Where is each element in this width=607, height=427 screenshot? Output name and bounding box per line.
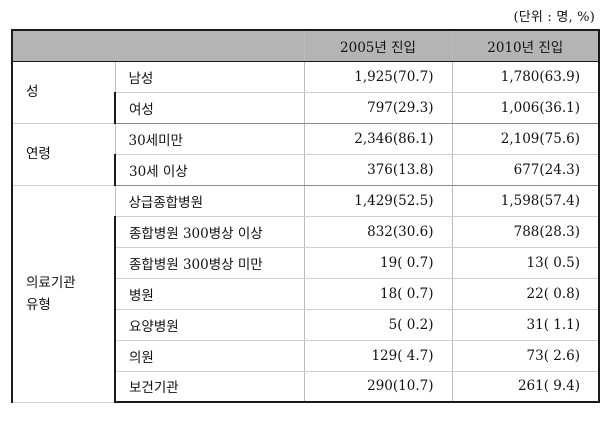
value-2010: 788(28.3) [451, 215, 600, 248]
table-row: 연령 30세미만 2,346(86.1) 2,109(75.6) [11, 122, 600, 186]
value-2010: 261( 9.4) [451, 370, 600, 403]
row-label: 종합병원 300병상 미만 [114, 246, 305, 279]
table-row: 30세 이상 376(13.8) 677(24.3) [12, 153, 600, 186]
group-label-age: 연령 [11, 122, 116, 186]
value-2005: 1,429(52.5) [303, 184, 453, 217]
row-label: 상급종합병원 [114, 184, 305, 217]
value-2005: 19( 0.7) [303, 246, 453, 279]
group-label-line: 유형 [26, 296, 51, 313]
group-label-gender: 성 [11, 60, 116, 124]
group-label-institution: 의료기관 유형 [11, 184, 116, 403]
row-label: 보건기관 [114, 370, 305, 403]
header-2010: 2010년 진입 [451, 29, 600, 62]
table-row: 종합병원 300병상 미만 19( 0.7) 13( 0.5) [12, 246, 600, 279]
table-row: 의원 129( 4.7) 73( 2.6) [12, 339, 600, 372]
value-2010: 31( 1.1) [451, 308, 600, 341]
value-2010: 1,780(63.9) [451, 60, 600, 93]
row-label: 30세미만 [114, 122, 305, 155]
value-2010: 1,006(36.1) [451, 91, 600, 124]
value-2005: 129( 4.7) [303, 339, 453, 372]
row-label: 병원 [114, 277, 305, 310]
row-label: 여성 [114, 91, 305, 124]
table-row: 종합병원 300병상 이상 832(30.6) 788(28.3) [12, 215, 600, 248]
value-2005: 797(29.3) [303, 91, 453, 124]
row-label: 30세 이상 [114, 153, 305, 186]
value-2005: 2,346(86.1) [303, 122, 453, 155]
value-2010: 1,598(57.4) [451, 184, 600, 217]
header-2005: 2005년 진입 [303, 29, 453, 62]
header-blank-cell [11, 29, 115, 62]
unit-note: (단위 : 명, %) [513, 10, 595, 25]
table-row: 보건기관 290(10.7) 261( 9.4) [12, 370, 600, 403]
table-row: 병원 18( 0.7) 22( 0.8) [12, 277, 600, 310]
table-row: 요양병원 5( 0.2) 31( 1.1) [12, 308, 600, 341]
row-label: 요양병원 [114, 308, 305, 341]
value-2005: 290(10.7) [303, 370, 453, 403]
value-2010: 677(24.3) [451, 153, 600, 186]
value-2005: 832(30.6) [303, 215, 453, 248]
table-row: 여성 797(29.3) 1,006(36.1) [12, 91, 600, 124]
table-header-row: 2005년 진입 2010년 진입 [11, 29, 600, 62]
value-2005: 18( 0.7) [303, 277, 453, 310]
value-2005: 1,925(70.7) [303, 60, 453, 93]
table-row: 의료기관 유형 상급종합병원 1,429(52.5) 1,598(57.4) [11, 184, 600, 403]
value-2010: 22( 0.8) [451, 277, 600, 310]
header-blank-cell [115, 29, 305, 62]
group-label-line: 의료기관 [26, 274, 76, 291]
value-2005: 376(13.8) [303, 153, 453, 186]
value-2010: 2,109(75.6) [451, 122, 600, 155]
table-row: 성 남성 1,925(70.7) 1,780(63.9) [11, 60, 600, 124]
row-label: 의원 [114, 339, 305, 372]
statistics-table: 2005년 진입 2010년 진입 성 남성 1,925(70.7) 1,780… [11, 29, 600, 403]
value-2005: 5( 0.2) [303, 308, 453, 341]
row-label: 남성 [114, 60, 305, 93]
row-label: 종합병원 300병상 이상 [114, 215, 305, 248]
value-2010: 13( 0.5) [451, 246, 600, 279]
value-2010: 73( 2.6) [451, 339, 600, 372]
